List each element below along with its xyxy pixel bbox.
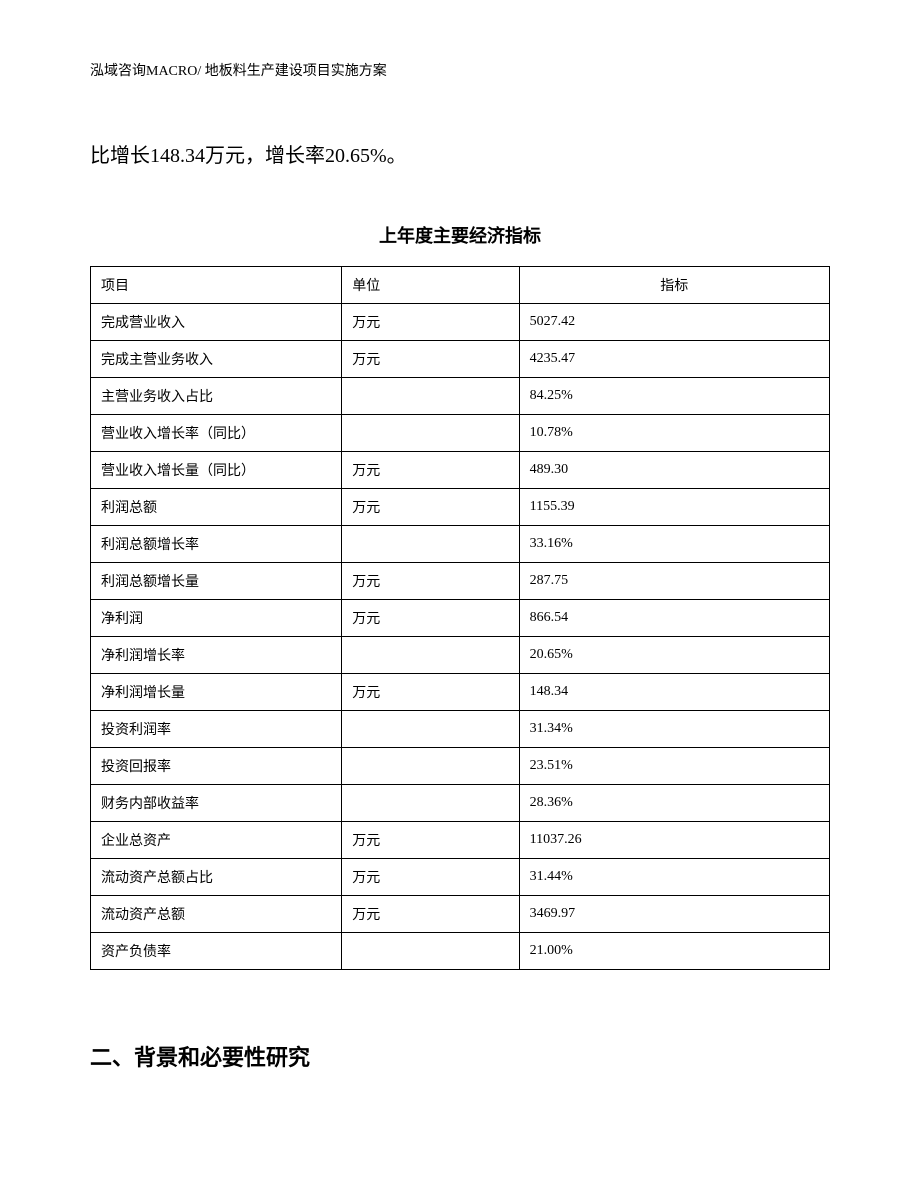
section-heading: 二、背景和必要性研究 xyxy=(90,1040,830,1072)
table-cell-value: 1155.39 xyxy=(519,489,829,526)
table-header-unit: 单位 xyxy=(342,267,519,304)
table-row: 投资利润率 31.34% xyxy=(91,711,830,748)
table-title: 上年度主要经济指标 xyxy=(90,222,830,248)
table-cell-unit xyxy=(342,637,519,674)
table-cell-value: 84.25% xyxy=(519,378,829,415)
table-cell-value: 287.75 xyxy=(519,563,829,600)
table-cell-value: 5027.42 xyxy=(519,304,829,341)
table-cell-unit: 万元 xyxy=(342,859,519,896)
table-row: 资产负债率 21.00% xyxy=(91,933,830,970)
table-cell-item: 投资利润率 xyxy=(91,711,342,748)
table-cell-unit xyxy=(342,785,519,822)
table-cell-value: 4235.47 xyxy=(519,341,829,378)
table-cell-item: 净利润增长率 xyxy=(91,637,342,674)
table-cell-value: 20.65% xyxy=(519,637,829,674)
table-cell-value: 31.34% xyxy=(519,711,829,748)
table-row: 利润总额增长率 33.16% xyxy=(91,526,830,563)
table-cell-item: 流动资产总额 xyxy=(91,896,342,933)
table-row: 利润总额增长量万元287.75 xyxy=(91,563,830,600)
table-cell-item: 净利润 xyxy=(91,600,342,637)
table-cell-value: 31.44% xyxy=(519,859,829,896)
table-cell-unit xyxy=(342,711,519,748)
table-cell-unit xyxy=(342,415,519,452)
table-cell-item: 完成营业收入 xyxy=(91,304,342,341)
table-header-row: 项目 单位 指标 xyxy=(91,267,830,304)
economic-indicators-table: 项目 单位 指标 完成营业收入万元5027.42完成主营业务收入万元4235.4… xyxy=(90,266,830,970)
table-cell-value: 23.51% xyxy=(519,748,829,785)
table-row: 流动资产总额万元3469.97 xyxy=(91,896,830,933)
table-cell-unit: 万元 xyxy=(342,452,519,489)
table-cell-item: 主营业务收入占比 xyxy=(91,378,342,415)
table-cell-item: 投资回报率 xyxy=(91,748,342,785)
table-cell-item: 利润总额 xyxy=(91,489,342,526)
table-cell-unit: 万元 xyxy=(342,341,519,378)
table-row: 净利润增长率 20.65% xyxy=(91,637,830,674)
table-cell-unit: 万元 xyxy=(342,896,519,933)
table-cell-value: 10.78% xyxy=(519,415,829,452)
table-cell-value: 489.30 xyxy=(519,452,829,489)
table-cell-item: 财务内部收益率 xyxy=(91,785,342,822)
table-cell-value: 3469.97 xyxy=(519,896,829,933)
table-cell-value: 866.54 xyxy=(519,600,829,637)
table-row: 营业收入增长量（同比）万元489.30 xyxy=(91,452,830,489)
table-cell-unit: 万元 xyxy=(342,600,519,637)
table-cell-value: 28.36% xyxy=(519,785,829,822)
table-header-value: 指标 xyxy=(519,267,829,304)
table-cell-value: 21.00% xyxy=(519,933,829,970)
table-cell-item: 企业总资产 xyxy=(91,822,342,859)
table-cell-unit xyxy=(342,526,519,563)
table-cell-unit xyxy=(342,378,519,415)
table-cell-item: 营业收入增长量（同比） xyxy=(91,452,342,489)
table-cell-value: 33.16% xyxy=(519,526,829,563)
table-cell-item: 利润总额增长率 xyxy=(91,526,342,563)
table-cell-unit: 万元 xyxy=(342,563,519,600)
table-row: 完成主营业务收入万元4235.47 xyxy=(91,341,830,378)
table-cell-unit: 万元 xyxy=(342,489,519,526)
table-row: 财务内部收益率 28.36% xyxy=(91,785,830,822)
table-cell-item: 完成主营业务收入 xyxy=(91,341,342,378)
table-row: 净利润万元866.54 xyxy=(91,600,830,637)
body-paragraph: 比增长148.34万元，增长率20.65%。 xyxy=(90,140,830,172)
table-cell-unit: 万元 xyxy=(342,304,519,341)
table-row: 投资回报率 23.51% xyxy=(91,748,830,785)
table-row: 营业收入增长率（同比） 10.78% xyxy=(91,415,830,452)
table-row: 企业总资产万元11037.26 xyxy=(91,822,830,859)
table-cell-value: 148.34 xyxy=(519,674,829,711)
table-cell-item: 资产负债率 xyxy=(91,933,342,970)
table-cell-unit xyxy=(342,933,519,970)
table-cell-item: 营业收入增长率（同比） xyxy=(91,415,342,452)
table-row: 净利润增长量万元148.34 xyxy=(91,674,830,711)
table-row: 完成营业收入万元5027.42 xyxy=(91,304,830,341)
table-header-item: 项目 xyxy=(91,267,342,304)
table-cell-value: 11037.26 xyxy=(519,822,829,859)
document-page: 泓域咨询MACRO/ 地板料生产建设项目实施方案 比增长148.34万元，增长率… xyxy=(0,0,920,1132)
table-row: 利润总额万元1155.39 xyxy=(91,489,830,526)
table-row: 主营业务收入占比 84.25% xyxy=(91,378,830,415)
table-cell-unit xyxy=(342,748,519,785)
table-row: 流动资产总额占比万元31.44% xyxy=(91,859,830,896)
table-cell-item: 净利润增长量 xyxy=(91,674,342,711)
table-cell-unit: 万元 xyxy=(342,674,519,711)
table-cell-item: 利润总额增长量 xyxy=(91,563,342,600)
table-cell-unit: 万元 xyxy=(342,822,519,859)
page-header: 泓域咨询MACRO/ 地板料生产建设项目实施方案 xyxy=(90,60,830,80)
table-cell-item: 流动资产总额占比 xyxy=(91,859,342,896)
